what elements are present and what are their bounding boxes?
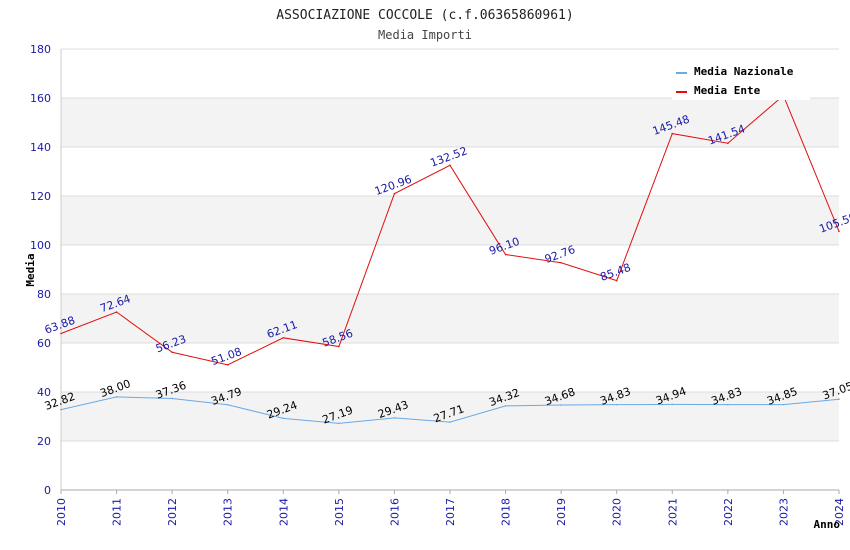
series-lines xyxy=(60,94,840,425)
data-point-media-ente xyxy=(171,351,173,354)
data-point-media-ente xyxy=(60,332,62,335)
chart-title: ASSOCIAZIONE COCCOLE (c.f.06365860961) xyxy=(276,8,573,23)
legend: Media Nazionale Media Ente xyxy=(672,60,810,100)
x-tick-label: 2010 xyxy=(55,498,68,526)
data-point-media-nazionale xyxy=(671,403,674,406)
x-tick-label: 2016 xyxy=(388,498,401,526)
data-point-media-nazionale xyxy=(615,403,618,406)
data-point-media-nazionale xyxy=(282,417,285,420)
x-tick-label: 2015 xyxy=(333,498,346,526)
x-tick-label: 2017 xyxy=(444,498,457,526)
data-point-media-ente xyxy=(504,253,507,256)
x-tick-label: 2012 xyxy=(166,498,179,526)
legend-label-media-ente: Media Ente xyxy=(694,84,761,97)
y-axis-label: Media xyxy=(24,253,37,286)
grid-band xyxy=(61,196,839,245)
x-tick-label: 2014 xyxy=(277,498,290,526)
data-point-media-ente xyxy=(338,345,340,348)
data-point-media-nazionale xyxy=(727,403,729,406)
data-point-media-nazionale xyxy=(504,405,507,407)
y-tick-label: 20 xyxy=(37,435,51,448)
data-point-media-nazionale xyxy=(838,398,840,401)
data-point-media-nazionale xyxy=(338,422,340,425)
x-tick-label: 2021 xyxy=(666,498,679,526)
data-point-media-ente xyxy=(393,192,396,195)
data-point-media-nazionale xyxy=(782,403,785,406)
y-tick-label: 40 xyxy=(37,386,51,399)
data-point-media-nazionale xyxy=(449,421,451,423)
y-tick-label: 60 xyxy=(37,337,51,350)
y-ticks: 0 20 40 60 80 100 120 140 160 180 xyxy=(30,43,51,497)
y-tick-label: 160 xyxy=(30,92,51,105)
x-axis-label: Anno xyxy=(814,518,841,531)
y-tick-label: 100 xyxy=(30,239,51,252)
data-point-media-nazionale xyxy=(226,403,229,406)
data-point-media-ente xyxy=(560,261,562,264)
grid-bands xyxy=(61,98,839,441)
data-label-media-ente: 120.96 xyxy=(373,173,414,198)
chart-subtitle: Media Importi xyxy=(378,28,472,42)
x-tick-label: 2020 xyxy=(611,498,624,526)
x-tick-label: 2022 xyxy=(722,498,735,526)
x-tick-label: 2018 xyxy=(500,498,513,526)
data-point-media-ente xyxy=(727,142,729,145)
y-tick-label: 120 xyxy=(30,190,51,203)
y-tick-label: 180 xyxy=(30,43,51,56)
x-tick-label: 2023 xyxy=(777,498,790,526)
data-point-media-nazionale xyxy=(393,417,396,419)
grid-lines xyxy=(61,48,839,442)
data-point-media-nazionale xyxy=(171,397,173,400)
data-point-media-ente xyxy=(226,364,229,366)
x-tick-label: 2019 xyxy=(555,498,568,526)
data-point-media-ente xyxy=(671,132,674,135)
x-tick-label: 2011 xyxy=(111,498,124,526)
y-tick-label: 0 xyxy=(44,484,51,497)
legend-label-media-nazionale: Media Nazionale xyxy=(694,65,794,78)
data-point-media-nazionale xyxy=(560,404,562,406)
data-point-media-nazionale xyxy=(60,408,62,411)
data-point-media-nazionale xyxy=(115,396,118,398)
data-point-media-ente xyxy=(449,164,451,167)
data-point-media-ente xyxy=(115,311,118,313)
x-tick-label: 2013 xyxy=(222,498,235,526)
x-tick-label: 2024 xyxy=(833,498,846,526)
grid-band xyxy=(61,98,839,147)
data-point-media-ente xyxy=(838,230,840,233)
y-tick-label: 140 xyxy=(30,141,51,154)
data-point-media-ente xyxy=(615,279,618,282)
data-point-media-ente xyxy=(282,337,285,339)
y-tick-label: 80 xyxy=(37,288,51,301)
legend-background xyxy=(672,60,810,100)
grid-band xyxy=(61,294,839,343)
x-ticks: 2010 2011 2012 2013 2014 2015 2016 2017 2018 2019… xyxy=(55,490,846,526)
